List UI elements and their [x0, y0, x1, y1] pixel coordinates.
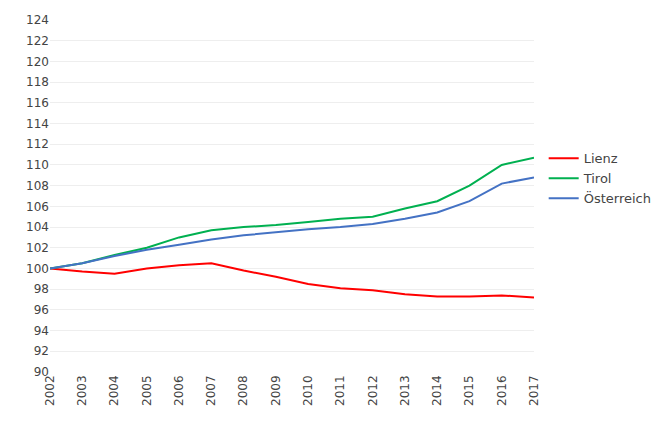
svg-text:2005: 2005 [140, 375, 154, 406]
svg-text:2012: 2012 [366, 375, 380, 406]
svg-text:2017: 2017 [527, 375, 541, 406]
svg-text:98: 98 [34, 282, 49, 296]
svg-text:2002: 2002 [43, 375, 57, 406]
svg-text:100: 100 [26, 262, 49, 276]
svg-text:112: 112 [26, 137, 49, 151]
svg-text:96: 96 [34, 303, 49, 317]
svg-text:90: 90 [34, 365, 49, 379]
svg-text:2009: 2009 [269, 375, 283, 406]
svg-text:2015: 2015 [462, 375, 476, 406]
svg-text:2008: 2008 [237, 375, 251, 406]
svg-text:2003: 2003 [75, 375, 89, 406]
svg-text:2014: 2014 [430, 375, 444, 406]
svg-text:118: 118 [26, 75, 49, 89]
svg-text:2007: 2007 [204, 375, 218, 406]
svg-text:106: 106 [26, 200, 49, 214]
svg-text:114: 114 [26, 117, 49, 131]
svg-text:Tirol: Tirol [583, 171, 612, 186]
svg-text:Lienz: Lienz [584, 151, 618, 166]
svg-text:110: 110 [26, 158, 49, 172]
svg-text:92: 92 [34, 344, 49, 358]
svg-text:116: 116 [26, 96, 49, 110]
svg-text:2004: 2004 [107, 375, 121, 406]
svg-text:2016: 2016 [495, 375, 509, 406]
svg-text:94: 94 [34, 324, 49, 338]
svg-text:108: 108 [26, 179, 49, 193]
svg-text:2006: 2006 [172, 375, 186, 406]
svg-text:2011: 2011 [333, 375, 347, 406]
svg-text:124: 124 [26, 13, 49, 27]
svg-text:122: 122 [26, 34, 49, 48]
svg-text:102: 102 [26, 241, 49, 255]
svg-text:2010: 2010 [301, 375, 315, 406]
svg-text:104: 104 [26, 220, 49, 234]
svg-text:120: 120 [26, 55, 49, 69]
svg-text:2013: 2013 [398, 375, 412, 406]
svg-text:Österreich: Österreich [584, 190, 651, 206]
